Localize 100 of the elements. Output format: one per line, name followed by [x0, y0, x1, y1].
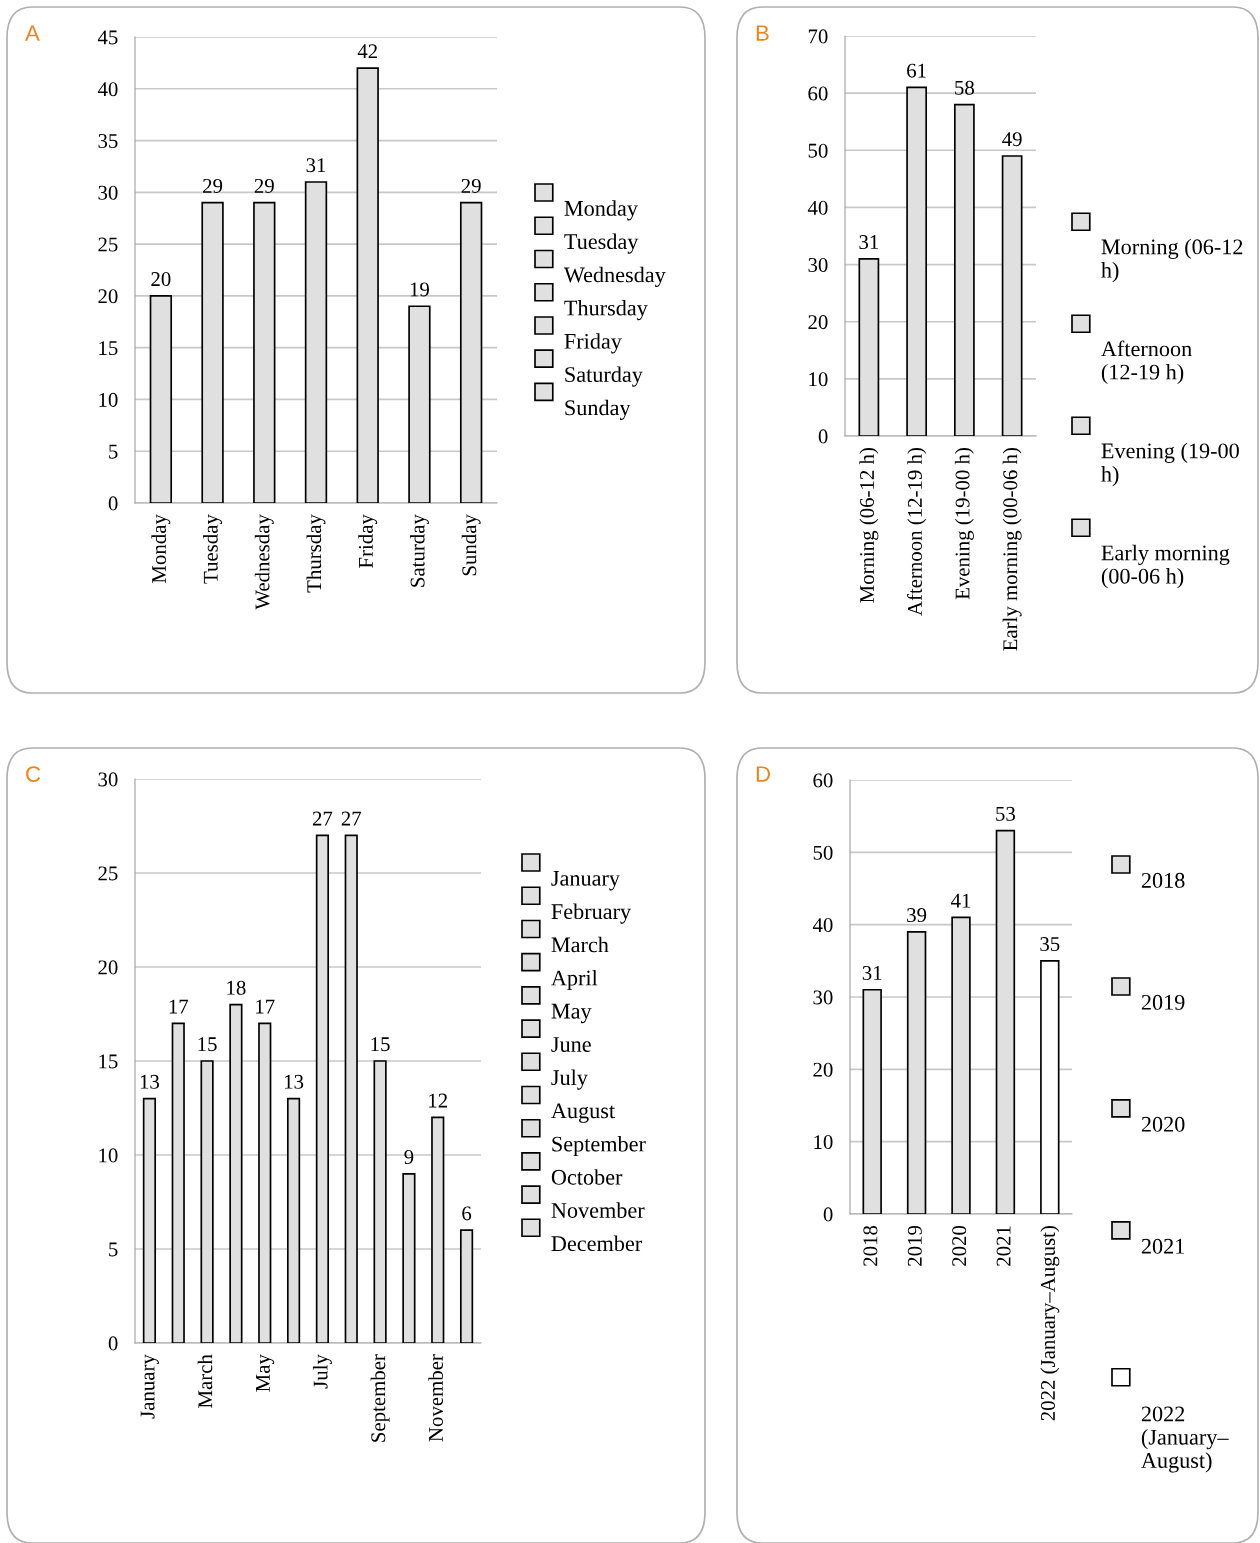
data-label: 9 — [404, 1150, 414, 1165]
data-label: 31 — [306, 158, 326, 173]
y-tick-label: 25 — [98, 237, 118, 252]
legend-label: April — [551, 969, 598, 991]
legend-label: December — [551, 1235, 642, 1252]
y-tick-label: 0 — [108, 496, 118, 511]
legend-label: Saturday — [565, 366, 643, 387]
x-tick-label: Wednesday — [254, 514, 274, 610]
chart-title: D — [756, 766, 770, 782]
legend-label: Monday — [564, 200, 638, 221]
data-label: 41 — [950, 893, 971, 908]
chart-title: B — [756, 25, 769, 41]
y-tick-label: 30 — [98, 185, 118, 200]
legend-label: Friday — [564, 333, 622, 354]
y-tick-label: 40 — [807, 200, 828, 215]
y-tick-label: 10 — [809, 372, 828, 387]
legend-label: July — [551, 1069, 588, 1090]
data-label: 19 — [410, 282, 429, 297]
x-tick-label: Monday — [151, 514, 171, 583]
y-tick-label: 5 — [109, 1242, 118, 1257]
data-label: 61 — [907, 63, 926, 78]
data-label: 39 — [907, 908, 927, 923]
x-tick-label: Evening (19-00 h) — [954, 448, 974, 600]
chart-title: C — [26, 766, 41, 782]
legend-label: October — [551, 1169, 623, 1185]
y-tick-label: 35 — [98, 133, 118, 148]
legend-label: January — [551, 871, 620, 891]
y-tick-label: 20 — [98, 960, 118, 975]
legend-label: Sunday — [565, 399, 631, 420]
data-label: 49 — [1002, 132, 1022, 147]
x-tick-label: Early morning (00-06 h) — [1002, 448, 1022, 651]
y-tick-label: 25 — [98, 866, 118, 881]
y-tick-label: 20 — [813, 1062, 833, 1077]
x-tick-label: 2022 (January–August) — [1040, 1226, 1060, 1421]
x-tick-label: 2021 — [996, 1226, 1011, 1266]
data-label: 35 — [1040, 937, 1060, 952]
data-label: 17 — [169, 999, 189, 1014]
y-tick-label: 0 — [818, 429, 828, 444]
y-tick-label: 60 — [808, 86, 828, 101]
data-label: 58 — [955, 80, 974, 95]
data-label: 15 — [198, 1037, 217, 1052]
legend-label: June — [551, 1037, 591, 1052]
y-tick-label: 5 — [109, 444, 118, 459]
x-tick-label: September — [370, 1354, 390, 1442]
x-tick-label: Thursday — [306, 514, 326, 593]
x-tick-label: 2019 — [907, 1225, 922, 1266]
legend-label: Thursday — [564, 299, 648, 321]
y-tick-label: 50 — [813, 845, 833, 860]
legend-label: September — [552, 1135, 646, 1157]
legend-label: 2019 — [1141, 994, 1185, 1010]
y-tick-label: 40 — [97, 82, 118, 97]
y-tick-label: 20 — [808, 315, 828, 330]
legend-label: March — [551, 936, 609, 953]
data-label: 18 — [227, 980, 246, 995]
x-tick-label: January — [140, 1354, 159, 1419]
y-tick-label: 40 — [812, 918, 833, 933]
legend-label: Wednesday — [563, 266, 666, 287]
y-tick-label: 30 — [98, 772, 118, 787]
data-label: 42 — [357, 44, 377, 59]
legend-label: Afternoon (12-19 h) — [1101, 340, 1192, 385]
legend-label: Tuesday — [564, 233, 639, 254]
data-label: 6 — [462, 1206, 472, 1221]
legend-label: November — [551, 1202, 645, 1218]
x-tick-label: 2018 — [863, 1225, 878, 1266]
data-label: 29 — [254, 178, 274, 193]
y-tick-label: 45 — [97, 30, 118, 45]
data-label: 53 — [996, 806, 1015, 821]
data-label: 13 — [140, 1074, 160, 1089]
legend-label: 2020 — [1141, 1116, 1185, 1132]
data-label: 20 — [151, 272, 171, 287]
chart-title: A — [25, 25, 40, 41]
x-tick-label: July — [312, 1354, 332, 1389]
y-tick-label: 10 — [99, 1148, 118, 1163]
y-tick-label: 0 — [108, 1336, 118, 1351]
x-tick-label: 2020 — [952, 1225, 967, 1266]
y-tick-label: 0 — [823, 1207, 833, 1222]
data-label: 17 — [256, 999, 275, 1014]
data-label: 27 — [341, 811, 362, 826]
data-label: 12 — [429, 1093, 448, 1108]
y-tick-label: 20 — [98, 289, 118, 304]
y-tick-label: 30 — [808, 257, 828, 272]
y-tick-label: 15 — [99, 341, 118, 356]
legend-label: February — [551, 903, 632, 924]
x-tick-label: May — [256, 1354, 275, 1392]
x-tick-label: Sunday — [461, 514, 481, 576]
y-tick-label: 10 — [814, 1135, 833, 1150]
data-label: 29 — [203, 178, 223, 193]
x-tick-label: Friday — [358, 514, 378, 568]
legend-label: 2018 — [1141, 872, 1185, 888]
y-tick-label: 60 — [813, 773, 833, 788]
data-label: 15 — [371, 1037, 390, 1052]
y-tick-label: 15 — [99, 1054, 118, 1069]
y-tick-label: 30 — [813, 990, 833, 1005]
data-label: 27 — [312, 811, 333, 826]
data-label: 29 — [461, 178, 481, 193]
y-tick-label: 10 — [99, 392, 118, 407]
y-tick-label: 50 — [808, 143, 828, 158]
x-tick-label: Tuesday — [203, 514, 223, 584]
x-tick-label: Saturday — [409, 514, 429, 587]
x-tick-label: Morning (06-12 h) — [859, 448, 879, 603]
